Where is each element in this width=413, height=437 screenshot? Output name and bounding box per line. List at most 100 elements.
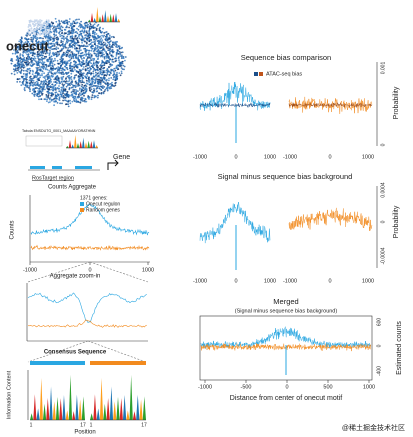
logo-glyph: [122, 394, 127, 420]
cell: [83, 94, 85, 97]
cell: [32, 29, 34, 32]
cell: [102, 61, 105, 64]
cell: [87, 62, 90, 65]
cell: [98, 29, 101, 32]
cell: [81, 63, 84, 66]
cell: [46, 52, 49, 54]
cell: [19, 80, 21, 83]
cell: [75, 47, 78, 49]
cell: [44, 75, 46, 78]
cell: [27, 30, 30, 33]
cell: [39, 30, 42, 32]
cell: [101, 39, 104, 42]
cell: [11, 52, 14, 55]
cell: [98, 74, 100, 76]
cell: [64, 45, 67, 48]
cell: [65, 82, 67, 84]
label: Counts: [10, 220, 16, 239]
cell: [77, 96, 79, 99]
cell: [93, 85, 95, 87]
cell: [52, 28, 54, 30]
cell: [36, 32, 39, 35]
label: Random genes: [86, 207, 120, 213]
cell: [66, 66, 68, 69]
cell: [22, 73, 25, 75]
cell: [41, 41, 44, 44]
cell: [59, 22, 61, 25]
cell: [84, 24, 87, 27]
cell: [93, 96, 96, 99]
cell: [103, 78, 106, 81]
cell: [72, 95, 75, 98]
cell: [73, 66, 76, 69]
cell: [18, 78, 21, 80]
cell: [50, 67, 53, 70]
cell: [51, 25, 54, 27]
cell: [76, 39, 79, 42]
cell: [56, 102, 59, 104]
cell: [41, 90, 44, 93]
cell: [80, 65, 83, 67]
cell: [53, 31, 56, 33]
cell: [47, 21, 50, 24]
cell: [88, 27, 91, 30]
cell: [78, 44, 80, 47]
cell: [55, 67, 58, 70]
cell: [26, 33, 29, 35]
cell: [82, 61, 85, 63]
cell: [20, 70, 22, 73]
cell: [108, 71, 110, 73]
x-tick-label: -1000: [283, 278, 297, 284]
cell: [87, 34, 90, 37]
cell: [58, 80, 60, 82]
cell: [29, 75, 32, 78]
cell: [30, 64, 33, 67]
cell: [46, 36, 49, 39]
cell: [80, 85, 83, 88]
label: 0: [380, 220, 386, 223]
cell: [25, 82, 28, 85]
cell: [93, 64, 96, 66]
logo-glyph: [106, 397, 110, 420]
logo-glyph: [98, 16, 102, 22]
cell: [30, 36, 33, 39]
cell: [81, 77, 84, 79]
cell: [67, 83, 70, 86]
cell: [20, 84, 23, 87]
logo-glyph: [46, 397, 50, 420]
cell: [62, 47, 65, 49]
cell: [107, 57, 110, 60]
cell: [121, 62, 124, 65]
logo-glyph: [39, 377, 43, 420]
cell: [28, 25, 31, 27]
cell: [55, 20, 58, 23]
cell: [39, 85, 42, 88]
cell: [54, 47, 57, 50]
cell: [23, 88, 26, 91]
cell: [62, 95, 65, 97]
region-block: [75, 166, 92, 169]
cell: [60, 76, 63, 79]
cell: [16, 65, 18, 67]
cell: [92, 27, 95, 29]
cell: [91, 80, 94, 83]
x-tick-label: -1000: [193, 154, 207, 160]
cell: [49, 98, 51, 101]
cell: [34, 84, 37, 87]
cell: [92, 72, 95, 75]
cell: [23, 61, 26, 64]
cell: [22, 47, 25, 49]
cell: [34, 90, 37, 93]
cell: [58, 69, 61, 72]
cell: [85, 41, 88, 44]
cell: [59, 30, 61, 33]
cell: [73, 53, 76, 55]
cell: [107, 59, 109, 62]
cell: [92, 66, 95, 69]
cell: [64, 43, 67, 46]
region-block: [52, 166, 62, 169]
cell: [69, 99, 71, 102]
cell: [34, 44, 37, 47]
cell: [89, 66, 91, 69]
cell: [47, 27, 49, 30]
